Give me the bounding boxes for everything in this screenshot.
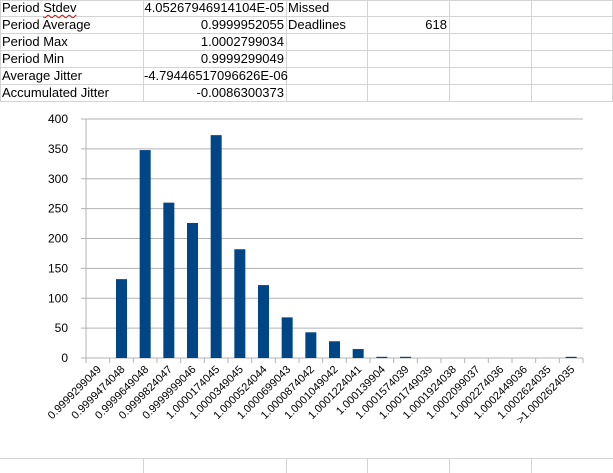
column-divider bbox=[531, 0, 532, 102]
column-divider bbox=[531, 458, 532, 473]
row-divider bbox=[0, 33, 613, 34]
cell-value-deadlines[interactable]: 618 bbox=[425, 17, 447, 32]
column-divider bbox=[143, 458, 144, 473]
bar-0.9999824047 bbox=[163, 202, 175, 358]
cell-value-period-max[interactable]: 1.0002799034 bbox=[200, 34, 284, 49]
cell-label-accumulated-jitter[interactable]: Accumulated Jitter bbox=[2, 85, 109, 100]
cell-value-period-min[interactable]: 0.9999299049 bbox=[200, 51, 284, 66]
column-divider bbox=[449, 0, 450, 102]
bar-1.0001049042 bbox=[329, 341, 340, 358]
bar-0.9999649048 bbox=[139, 150, 151, 358]
bar-1.0000524044 bbox=[258, 285, 269, 358]
column-divider bbox=[367, 458, 368, 473]
cell-label-average-jitter[interactable]: Average Jitter bbox=[2, 68, 82, 83]
bar-1.0001224041 bbox=[352, 349, 364, 358]
bar-1.0000349045 bbox=[234, 249, 246, 358]
row-divider bbox=[0, 16, 613, 17]
cell-value-period-average[interactable]: 0.9999952055 bbox=[200, 17, 284, 32]
cell-label-period-stdev[interactable]: Period Stdev bbox=[2, 0, 77, 15]
column-divider bbox=[143, 0, 144, 102]
column-divider bbox=[449, 458, 450, 473]
bar-1.0000699043 bbox=[281, 317, 293, 358]
column-divider bbox=[367, 0, 368, 102]
y-tick-label: 150 bbox=[48, 261, 68, 275]
cell-label-period-average[interactable]: Period Average bbox=[2, 17, 91, 32]
bar-1.000139904 bbox=[376, 356, 388, 358]
row-divider bbox=[0, 84, 613, 85]
y-tick-label: 50 bbox=[55, 321, 69, 335]
spellcheck-flagged-word: Stdev bbox=[43, 0, 77, 15]
bar-0.9999474048 bbox=[116, 279, 127, 358]
bar-1.0000174045 bbox=[210, 135, 222, 358]
y-tick-label: 250 bbox=[48, 202, 68, 216]
row-divider bbox=[0, 50, 613, 51]
y-tick-label: 100 bbox=[48, 291, 68, 305]
column-divider bbox=[286, 458, 287, 473]
cell-label-period-min[interactable]: Period Min bbox=[2, 51, 65, 66]
bar-1.0000874042 bbox=[305, 332, 317, 358]
column-divider bbox=[0, 0, 1, 102]
chart-svg: 0501001502002503003504000.99992990490.99… bbox=[46, 112, 584, 426]
row-divider bbox=[0, 101, 613, 102]
cell-missed[interactable]: Missed bbox=[288, 0, 330, 15]
cell-value-average-jitter[interactable]: -4.79446517096626E-06 bbox=[144, 68, 288, 83]
row-divider bbox=[0, 67, 613, 68]
y-tick-label: 350 bbox=[48, 142, 68, 156]
histogram-chart[interactable]: 0 50 100 150 200 250 300 350 400 0.9999299049 0.99… bbox=[0, 103, 613, 458]
bar->1.0002624035 bbox=[565, 356, 577, 358]
bar-1.0001574039 bbox=[400, 356, 411, 358]
y-tick-label: 200 bbox=[48, 232, 68, 246]
cell-label-period-max[interactable]: Period Max bbox=[2, 34, 68, 49]
row-divider bbox=[0, 458, 613, 459]
y-tick-label: 0 bbox=[61, 351, 68, 365]
column-divider bbox=[286, 0, 287, 102]
cell-value-period-stdev[interactable]: 4.05267946914104E-05 bbox=[144, 0, 284, 15]
cell-value-accumulated-jitter[interactable]: -0.0086300373 bbox=[196, 85, 284, 100]
y-tick-label: 400 bbox=[48, 112, 68, 126]
row-divider bbox=[0, 0, 613, 1]
bar-0.9999999046 bbox=[187, 222, 198, 358]
cell-deadlines[interactable]: Deadlines bbox=[288, 17, 346, 32]
y-tick-label: 300 bbox=[48, 172, 68, 186]
